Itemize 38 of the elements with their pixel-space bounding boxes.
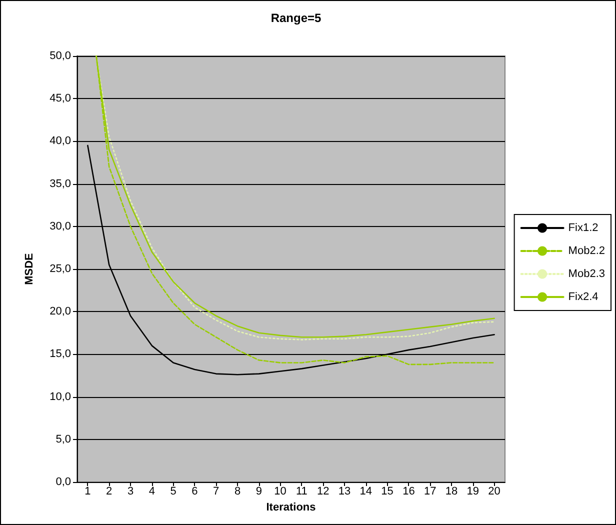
y-tick-label: 5,0 xyxy=(56,433,71,446)
x-tick-label: 2 xyxy=(106,486,112,498)
legend-label: Fix1.2 xyxy=(568,222,598,234)
y-axis-title: MSDE xyxy=(24,253,36,285)
x-tick-label: 20 xyxy=(488,486,500,498)
legend-label: Mob2.3 xyxy=(568,268,606,280)
x-tick-label: 1 xyxy=(84,486,91,498)
x-tick-label: 4 xyxy=(148,486,155,498)
x-axis-title: Iterations xyxy=(266,501,316,514)
x-tick-label: 14 xyxy=(360,486,372,498)
x-tick-label: 9 xyxy=(256,486,262,498)
y-tick-label: 35,0 xyxy=(50,178,71,190)
chart-title: Range=5 xyxy=(270,11,322,25)
y-tick-label: 40,0 xyxy=(50,135,71,148)
legend-label: Fix2.4 xyxy=(568,291,598,303)
x-tick-label: 17 xyxy=(424,486,436,498)
y-tick-label: 0,0 xyxy=(56,476,71,488)
y-tick-label: 50,0 xyxy=(50,50,71,62)
x-tick-label: 15 xyxy=(381,486,394,498)
y-tick-label: 30,0 xyxy=(50,220,71,232)
x-tick-label: 8 xyxy=(234,486,241,498)
x-tick-label: 5 xyxy=(170,486,176,498)
x-tick-label: 10 xyxy=(274,486,286,498)
x-tick-label: 18 xyxy=(445,486,458,498)
x-tick-label: 7 xyxy=(213,486,220,498)
y-tick-label: 25,0 xyxy=(50,263,71,275)
x-tick-label: 6 xyxy=(192,486,198,498)
x-tick-label: 16 xyxy=(402,486,415,498)
legend-label: Mob2.2 xyxy=(568,245,606,257)
x-tick-label: 3 xyxy=(127,486,134,498)
x-tick-label: 11 xyxy=(296,486,308,498)
y-tick-label: 10,0 xyxy=(50,390,71,403)
x-tick-label: 19 xyxy=(466,486,480,498)
y-tick-label: 20,0 xyxy=(50,306,71,318)
y-tick-label: 15,0 xyxy=(50,348,71,360)
x-tick-label: 13 xyxy=(338,486,351,498)
y-tick-label: 45,0 xyxy=(50,92,71,105)
x-tick-label: 12 xyxy=(316,486,330,498)
